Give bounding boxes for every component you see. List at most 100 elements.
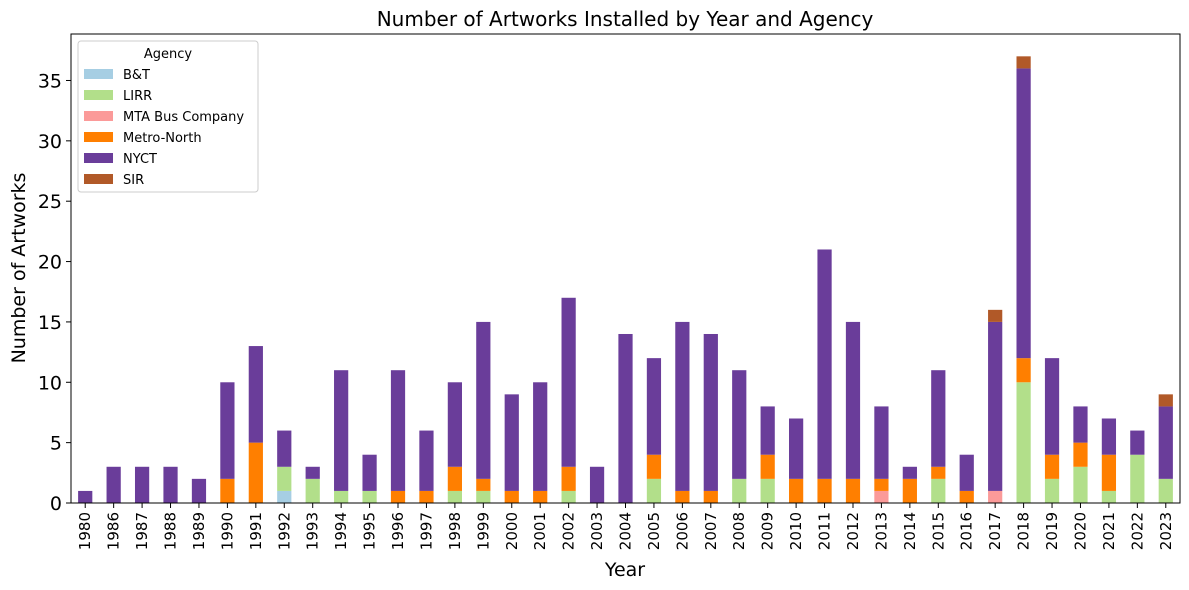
x-tick-label-2012: 2012 [844, 512, 862, 550]
bar-nyct-2007 [703, 333, 718, 491]
bar-metro-north-2021 [1101, 454, 1117, 491]
bar-lirr-2018 [1016, 382, 1031, 503]
x-tick-label-1997: 1997 [417, 512, 435, 550]
bar-lirr-1994 [334, 490, 349, 503]
bar-nyct-1995 [362, 454, 377, 491]
legend-frame [77, 40, 259, 193]
x-tick-label-2003: 2003 [588, 512, 606, 550]
bar-metro-north-1996 [390, 490, 406, 503]
y-axis-label: Number of Artworks [8, 173, 30, 364]
legend-title: Agency [144, 47, 193, 62]
x-tick-label-2011: 2011 [816, 512, 834, 550]
bar-nyct-1993 [305, 466, 320, 479]
legend-swatch-mta-bus-company [84, 111, 113, 121]
bar-lirr-2021 [1101, 490, 1117, 503]
bar-lirr-2020 [1073, 466, 1088, 503]
bar-nyct-2009 [760, 406, 775, 455]
legend-label-metro-north: Metro-North [123, 131, 202, 146]
bar-metro-north-2011 [817, 478, 832, 503]
x-tick-label-2014: 2014 [901, 512, 919, 550]
bars-layer [78, 56, 1173, 503]
bar-nyct-1996 [390, 370, 406, 491]
bar-metro-north-2010 [789, 478, 804, 503]
bar-metro-north-1997 [419, 490, 434, 503]
y-axis: 0 5 10 15 20 25 30 35 [38, 70, 71, 515]
y-tick-label-0: 0 [50, 493, 62, 515]
x-tick-label-2019: 2019 [1043, 512, 1061, 550]
bar-metro-north-1999 [476, 478, 491, 491]
x-tick-label-2010: 2010 [787, 512, 805, 550]
bar-lirr-2015 [931, 478, 946, 503]
x-tick-label-2005: 2005 [645, 512, 663, 550]
bar-metro-north-2000 [504, 490, 519, 503]
bar-nyct-1992 [277, 430, 292, 467]
y-tick-label-15: 15 [38, 312, 62, 334]
bar-metro-north-2007 [703, 490, 718, 503]
bar-nyct-2010 [789, 418, 804, 479]
bar-nyct-2016 [959, 454, 974, 491]
bar-metro-north-2001 [533, 490, 548, 503]
x-axis: 1980 1986 1987 1988 1989 1990 1991 1992 1993 1994… [76, 503, 1175, 550]
bar-metro-north-2018 [1016, 358, 1031, 383]
bar-b-t-1992 [277, 490, 292, 503]
bar-lirr-1995 [362, 490, 377, 503]
bar-nyct-1998 [447, 382, 462, 467]
x-tick-label-2006: 2006 [673, 512, 691, 550]
y-tick-label-10: 10 [38, 372, 62, 394]
x-tick-label-2004: 2004 [617, 512, 635, 550]
bar-nyct-2006 [675, 321, 690, 491]
bar-lirr-1999 [476, 490, 491, 503]
bar-metro-north-2013 [874, 478, 889, 491]
x-tick-label-1990: 1990 [218, 512, 236, 550]
bar-mta-bus-company-2017 [988, 490, 1003, 503]
x-tick-label-2023: 2023 [1157, 512, 1175, 550]
bar-metro-north-1990 [220, 478, 235, 503]
bar-nyct-1989 [191, 478, 207, 503]
bar-metro-north-2015 [931, 466, 946, 479]
x-tick-label-1995: 1995 [361, 512, 379, 550]
y-tick-label-25: 25 [38, 191, 62, 213]
x-tick-label-1987: 1987 [133, 512, 151, 550]
bar-nyct-1988 [163, 466, 178, 503]
bar-nyct-1980 [78, 490, 93, 503]
bar-nyct-1997 [419, 430, 434, 491]
y-tick-label-20: 20 [38, 252, 62, 274]
bar-nyct-2011 [817, 249, 832, 479]
x-tick-label-2013: 2013 [872, 512, 890, 550]
bar-metro-north-1991 [248, 442, 263, 503]
bar-lirr-2008 [732, 478, 747, 503]
bar-metro-north-2002 [561, 466, 576, 491]
x-tick-label-2007: 2007 [702, 512, 720, 550]
y-tick-label-5: 5 [50, 433, 62, 455]
bar-metro-north-2012 [845, 478, 861, 503]
x-tick-label-2017: 2017 [986, 512, 1004, 550]
bar-nyct-2001 [533, 382, 548, 491]
bar-mta-bus-company-2013 [874, 490, 889, 503]
bar-nyct-1990 [220, 382, 235, 479]
legend-label-b-t: B&T [123, 68, 150, 83]
x-tick-label-1993: 1993 [304, 512, 322, 550]
bar-metro-north-2020 [1073, 442, 1088, 467]
x-tick-label-1988: 1988 [162, 512, 180, 550]
x-axis-label: Year [604, 559, 645, 581]
legend-label-sir: SIR [123, 173, 144, 188]
x-tick-label-2002: 2002 [560, 512, 578, 550]
legend-label-nyct: NYCT [123, 152, 157, 167]
x-tick-label-2018: 2018 [1015, 512, 1033, 550]
bar-metro-north-2014 [902, 478, 917, 503]
bar-nyct-1986 [106, 466, 121, 503]
bar-lirr-2009 [760, 478, 775, 503]
x-tick-label-2015: 2015 [929, 512, 947, 550]
bar-nyct-1994 [334, 370, 349, 491]
x-tick-label-2008: 2008 [730, 512, 748, 550]
bar-metro-north-2016 [959, 490, 974, 503]
x-tick-label-1989: 1989 [190, 512, 208, 550]
bar-lirr-2002 [561, 490, 576, 503]
bar-sir-2018 [1016, 56, 1031, 69]
bar-nyct-2021 [1101, 418, 1117, 455]
bar-sir-2017 [988, 309, 1003, 322]
legend-swatch-lirr [84, 90, 113, 100]
x-tick-label-1996: 1996 [389, 512, 407, 550]
legend-label-mta-bus-company: MTA Bus Company [123, 110, 244, 125]
x-tick-label-1992: 1992 [275, 512, 293, 550]
